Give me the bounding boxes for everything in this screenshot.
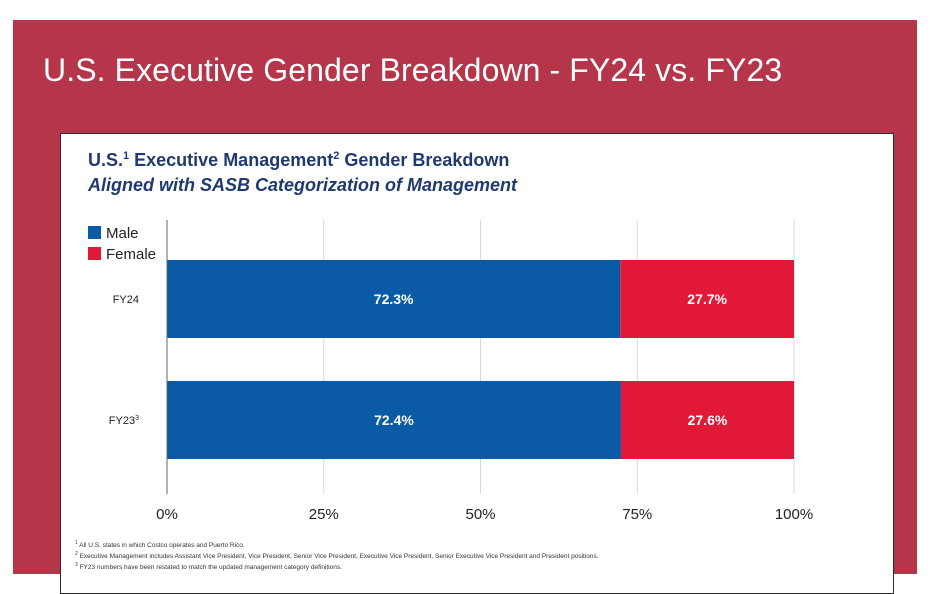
category-sup-fy23: 3 [135, 415, 139, 422]
data-label-fy23-female: 27.6% [688, 412, 728, 428]
x-tick-label-75: 75% [622, 506, 652, 523]
bar-fy23-male [167, 381, 621, 459]
footnote-3-sup: 3 [75, 562, 78, 569]
x-tick-label-25: 25% [309, 506, 339, 523]
chart-title-part3: Gender Breakdown [339, 150, 510, 170]
legend-label-male: Male [106, 225, 139, 242]
x-tick-label-0: 0% [156, 506, 178, 523]
footnote-3: 3 FY23 numbers have been restated to mat… [75, 561, 599, 572]
bar-fy23-female [620, 381, 794, 459]
footnote-3-text: FY23 numbers have been restated to match… [77, 564, 342, 572]
legend-swatch-male [88, 226, 101, 239]
footnotes: 1 All U.S. states in which Costco operat… [75, 539, 599, 572]
category-label-fy24: FY24 [113, 294, 139, 306]
bar-fy24-male [167, 260, 621, 338]
data-label-fy24-female: 27.7% [687, 291, 727, 307]
category-label-fy23: FY233 [109, 415, 139, 427]
x-tick-label-50: 50% [465, 506, 495, 523]
legend-label-female: Female [106, 246, 156, 263]
legend-swatch-female [88, 247, 101, 260]
chart-title-part2: Executive Management [129, 150, 334, 170]
chart-title-sup2: 2 [333, 150, 340, 162]
footnote-2-text: Executive Management includes Assistant … [77, 553, 599, 561]
footnote-2-sup: 2 [75, 551, 78, 558]
x-tick-label-100: 100% [775, 506, 813, 523]
data-label-fy23-male: 72.4% [374, 412, 414, 428]
bar-fy24-female [620, 260, 794, 338]
chart-panel: U.S.1 Executive Management2 Gender Break… [60, 133, 894, 594]
data-label-fy24-male: 72.3% [374, 291, 414, 307]
slide-title: U.S. Executive Gender Breakdown - FY24 v… [43, 52, 783, 88]
chart-title-part1: U.S. [88, 150, 124, 170]
slide-background: U.S. Executive Gender Breakdown - FY24 v… [13, 20, 917, 594]
footnote-1: 1 All U.S. states in which Costco operat… [75, 539, 599, 550]
chart-title-sup1: 1 [123, 150, 130, 162]
stacked-bar-chart: 72.3% 27.7% FY24 72.4% 27.6% FY233 0% 25% 50% 75%… [88, 220, 813, 523]
chart-title: U.S.1 Executive Management2 Gender Break… [88, 150, 509, 171]
chart-subtitle: Aligned with SASB Categorization of Mana… [88, 175, 518, 195]
footnote-2: 2 Executive Management includes Assistan… [75, 550, 599, 561]
footnote-1-text: All U.S. states in which Costco operates… [77, 542, 245, 550]
footnote-1-sup: 1 [75, 540, 78, 546]
